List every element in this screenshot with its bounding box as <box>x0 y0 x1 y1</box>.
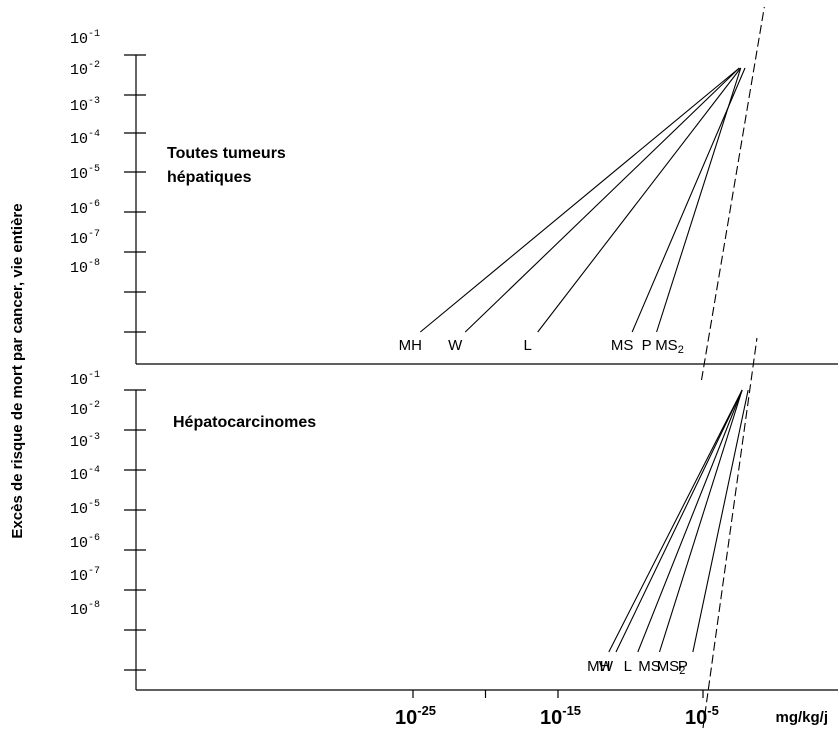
panel-1-series-w-label: W <box>448 337 463 354</box>
panel-2-y-tick-label: 10-1 <box>70 370 100 389</box>
panel-2-y-tick-label: 10-3 <box>70 432 100 451</box>
panel-1-y-tick-label: 10-2 <box>70 60 100 79</box>
y-axis-label: Excès de risque de mort par cancer, vie … <box>9 203 26 538</box>
panel-2-y-tick-label: 10-5 <box>70 499 100 518</box>
panel-2-y-tick-label: 10-6 <box>70 533 100 552</box>
panel-1-title: Toutes tumeurs <box>167 145 286 162</box>
x-tick-label: 10-15 <box>540 703 581 729</box>
panel-1-series-p-line <box>656 67 742 333</box>
panel-2-series-ms-label: MS <box>638 658 661 675</box>
panel-2-series-w-label: W <box>599 658 614 675</box>
panel-2-series-mh-label: MH <box>587 658 610 675</box>
panel-2-series-ms2-label: MS2 <box>657 658 686 677</box>
panel-2-y-tick-label: 10-7 <box>70 566 100 585</box>
panel-2-series-l-line <box>637 389 743 653</box>
panel-2-series-ms-line <box>658 389 743 653</box>
panel-1-series-ms-label: MS <box>611 337 634 354</box>
panel-1-y-tick-label: 10-1 <box>70 29 100 48</box>
panel-2-series-p-line <box>692 389 749 653</box>
panel-1-title: hépatiques <box>167 169 252 186</box>
panel-1-series-ms2-line <box>700 6 765 381</box>
panel-2-series-w-line <box>615 389 743 653</box>
panel-1-y-tick-label: 10-3 <box>70 96 100 115</box>
x-tick-label: 10-25 <box>395 703 436 729</box>
panel-1-y-tick-label: 10-4 <box>70 129 100 148</box>
panel-2-y-tick-label: 10-4 <box>70 465 100 484</box>
panel-2-y-tick-label: 10-8 <box>70 600 100 619</box>
panel-1-y-tick-label: 10-7 <box>70 229 100 248</box>
panel-2-series-p-label: P <box>678 658 688 675</box>
panel-2-y-tick-label: 10-2 <box>70 400 100 419</box>
panel-2-series-mh-line <box>608 389 743 653</box>
panel-1-series-l-label: L <box>524 337 532 354</box>
panel-1-series-mh-label: MH <box>399 337 422 354</box>
panel-1-y-tick-label: 10-8 <box>70 258 100 277</box>
panel-2-series-ms2-line <box>702 337 758 729</box>
panel-1-series-mh-line <box>419 67 740 333</box>
panel-2-title: Hépatocarcinomes <box>173 414 316 431</box>
panel-1-y-tick-label: 10-5 <box>70 164 100 183</box>
panel-2-series-l-label: L <box>624 658 632 675</box>
panel-1-series-ms2-label: MS2 <box>655 337 684 356</box>
x-unit-label: mg/kg/j <box>775 709 828 726</box>
panel-1-series-l-line <box>537 67 742 333</box>
x-tick-label: 10-5 <box>685 703 719 729</box>
panel-1-series-w-line <box>464 67 740 333</box>
panel-1-series-p-label: P <box>642 337 652 354</box>
panel-1-y-tick-label: 10-6 <box>70 199 100 218</box>
